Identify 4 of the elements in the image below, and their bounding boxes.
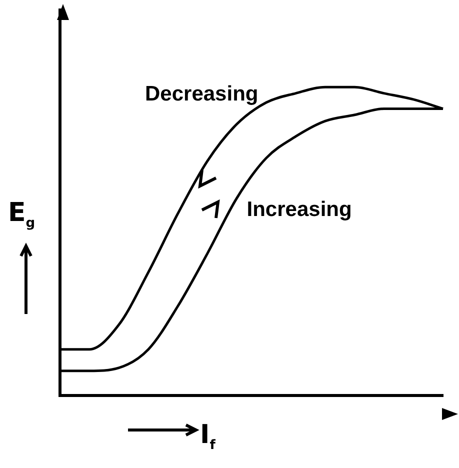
legend-label: Increasing: [246, 198, 352, 221]
series-label: Decreasing: [144, 82, 258, 106]
x-axis-title: I$_{f}$: [200, 420, 216, 454]
y-axis-title: E$_{g}$: [8, 198, 36, 232]
